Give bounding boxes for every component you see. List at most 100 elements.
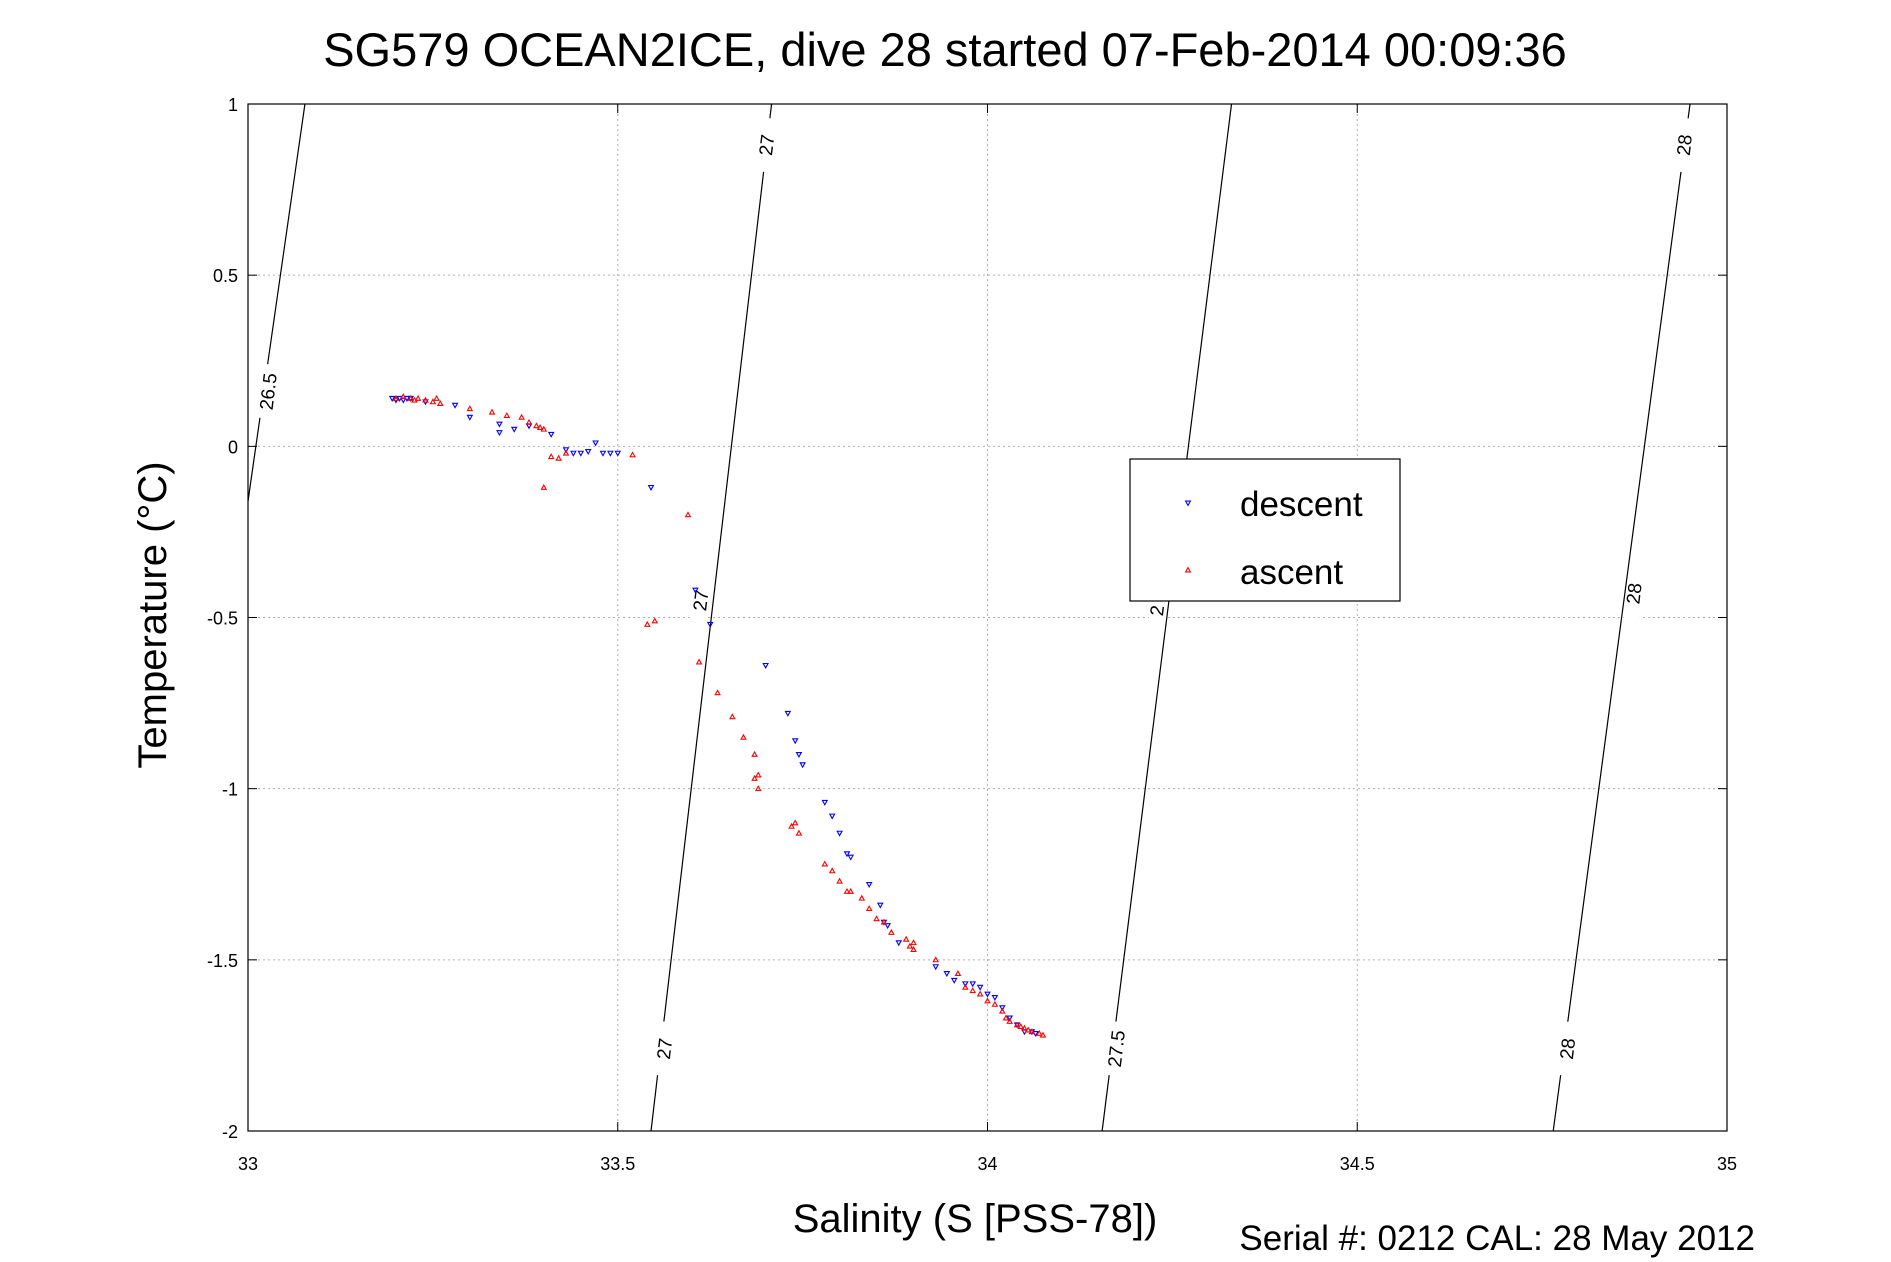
- descent-point: [843, 851, 851, 858]
- descent-point: [821, 799, 829, 806]
- ascent-point: [873, 915, 880, 922]
- contour-label-bg: [756, 117, 779, 173]
- ascent-point: [536, 423, 544, 430]
- x-tick-label: 34: [977, 1154, 997, 1174]
- ascent-point: [518, 413, 525, 420]
- x-tick-label: 34.5: [1340, 1154, 1375, 1174]
- ascent-point: [392, 394, 400, 401]
- descent-point: [784, 710, 792, 717]
- ascent-point: [540, 425, 548, 432]
- descent-point: [876, 902, 884, 909]
- contour-label-bg: [1623, 565, 1646, 622]
- ascent-point: [1021, 1024, 1028, 1031]
- ascent-point: [695, 658, 703, 665]
- legend-label-ascent: ascent: [1240, 553, 1343, 592]
- ascent-point: [436, 400, 444, 407]
- contour-label: 27.5: [1105, 1029, 1130, 1068]
- ascent-point: [547, 453, 555, 460]
- descent-point: [692, 587, 699, 594]
- y-axis-label: Temperature (°C): [131, 461, 175, 768]
- descent-point: [599, 450, 607, 457]
- x-tick-label: 35: [1717, 1154, 1737, 1174]
- contour-label-bg: [653, 1021, 677, 1077]
- y-tick-label: 0.5: [213, 266, 238, 286]
- contour-label: 26.5: [257, 372, 282, 411]
- contour-label-bg: [1673, 117, 1696, 173]
- descent-point: [961, 981, 969, 988]
- descent-point: [932, 964, 940, 971]
- descent-point: [496, 421, 503, 428]
- ascent-point: [969, 987, 977, 994]
- ascent-point: [488, 408, 496, 415]
- chart-title: SG579 OCEAN2ICE, dive 28 started 07-Feb-…: [323, 23, 1567, 76]
- contour-label-bg: [1556, 1021, 1580, 1077]
- ascent-point: [684, 511, 692, 518]
- serial-calibration-footer: Serial #: 0212 CAL: 28 May 2012: [1239, 1219, 1755, 1258]
- x-tick-label: 33: [238, 1154, 258, 1174]
- ascent-point: [836, 877, 843, 884]
- descent-point: [607, 450, 614, 457]
- contour-label-bg: [690, 572, 713, 629]
- isopycnal-contours: 26.5 27 27 27 27.5 2 28 28 28: [247, 103, 1697, 1132]
- ascent-point: [754, 771, 762, 778]
- descent-point: [466, 414, 474, 421]
- descent-point: [895, 940, 903, 947]
- ascent-point: [414, 394, 422, 401]
- legend-marker-ascent-symbol: [1184, 566, 1192, 573]
- descent-point: [451, 402, 459, 409]
- y-tick-label: 1: [228, 95, 238, 115]
- ascent-point: [858, 894, 866, 901]
- x-axis-label: Salinity (S [PSS-78]): [793, 1197, 1158, 1241]
- ascent-point: [555, 454, 562, 461]
- descent-point: [547, 431, 555, 438]
- ascent-point: [407, 394, 415, 401]
- contour-label: 28: [1623, 582, 1646, 605]
- contour-label: 27: [690, 589, 713, 612]
- legend-marker-ascent: [1184, 566, 1192, 573]
- ascent-point: [991, 1000, 999, 1007]
- data-points: [388, 393, 1047, 1038]
- ascent-point: [828, 867, 836, 874]
- legend-label-descent: descent: [1240, 485, 1363, 524]
- ascent-point: [1006, 1017, 1014, 1024]
- ascent-point: [429, 398, 437, 405]
- descent-point: [577, 450, 585, 457]
- ascent-point: [847, 887, 855, 894]
- ascent-point: [751, 774, 758, 781]
- ascent-point: [422, 396, 429, 403]
- descent-point: [562, 447, 570, 454]
- descent-point: [1006, 1015, 1014, 1022]
- contour-label: 27: [654, 1037, 677, 1060]
- ascent-point: [466, 405, 474, 412]
- contour-label-bg: [1105, 1021, 1129, 1077]
- ascent-point: [888, 928, 895, 935]
- y-tick-label: -0.5: [207, 609, 238, 629]
- isopycnal-line-27: [650, 103, 773, 1132]
- ascent-point: [533, 422, 540, 429]
- ascent-point: [525, 418, 533, 425]
- ascent-point: [910, 946, 917, 953]
- y-tick-label: 0: [228, 437, 238, 457]
- descent-point: [706, 621, 714, 628]
- descent-point: [762, 662, 769, 669]
- x-tick-label: 33.5: [600, 1154, 635, 1174]
- descent-point: [847, 854, 855, 861]
- ascent-point: [643, 620, 651, 627]
- ascent-point: [976, 990, 984, 997]
- isopycnal-line-28: [1552, 103, 1691, 1132]
- legend-marker-descent: [1184, 500, 1192, 507]
- descent-point: [950, 977, 958, 984]
- ascent-point: [865, 904, 873, 911]
- y-tick-label: -2: [222, 1122, 238, 1142]
- contour-label: 27: [756, 133, 779, 156]
- y-tick-label: -1.5: [207, 951, 238, 971]
- ascent-point: [1017, 1023, 1025, 1030]
- legend-marker-descent-symbol: [1184, 500, 1192, 507]
- axis-ticks: 33 33.5 34 34.5 35 1 0.5 0 -0.5 -1 -1.5 -2: [207, 95, 1737, 1174]
- ascent-point: [503, 411, 511, 418]
- contour-label-bg: [257, 363, 280, 420]
- descent-point: [828, 813, 836, 820]
- contour-label: 28: [1674, 133, 1697, 156]
- ascent-point: [984, 997, 991, 1004]
